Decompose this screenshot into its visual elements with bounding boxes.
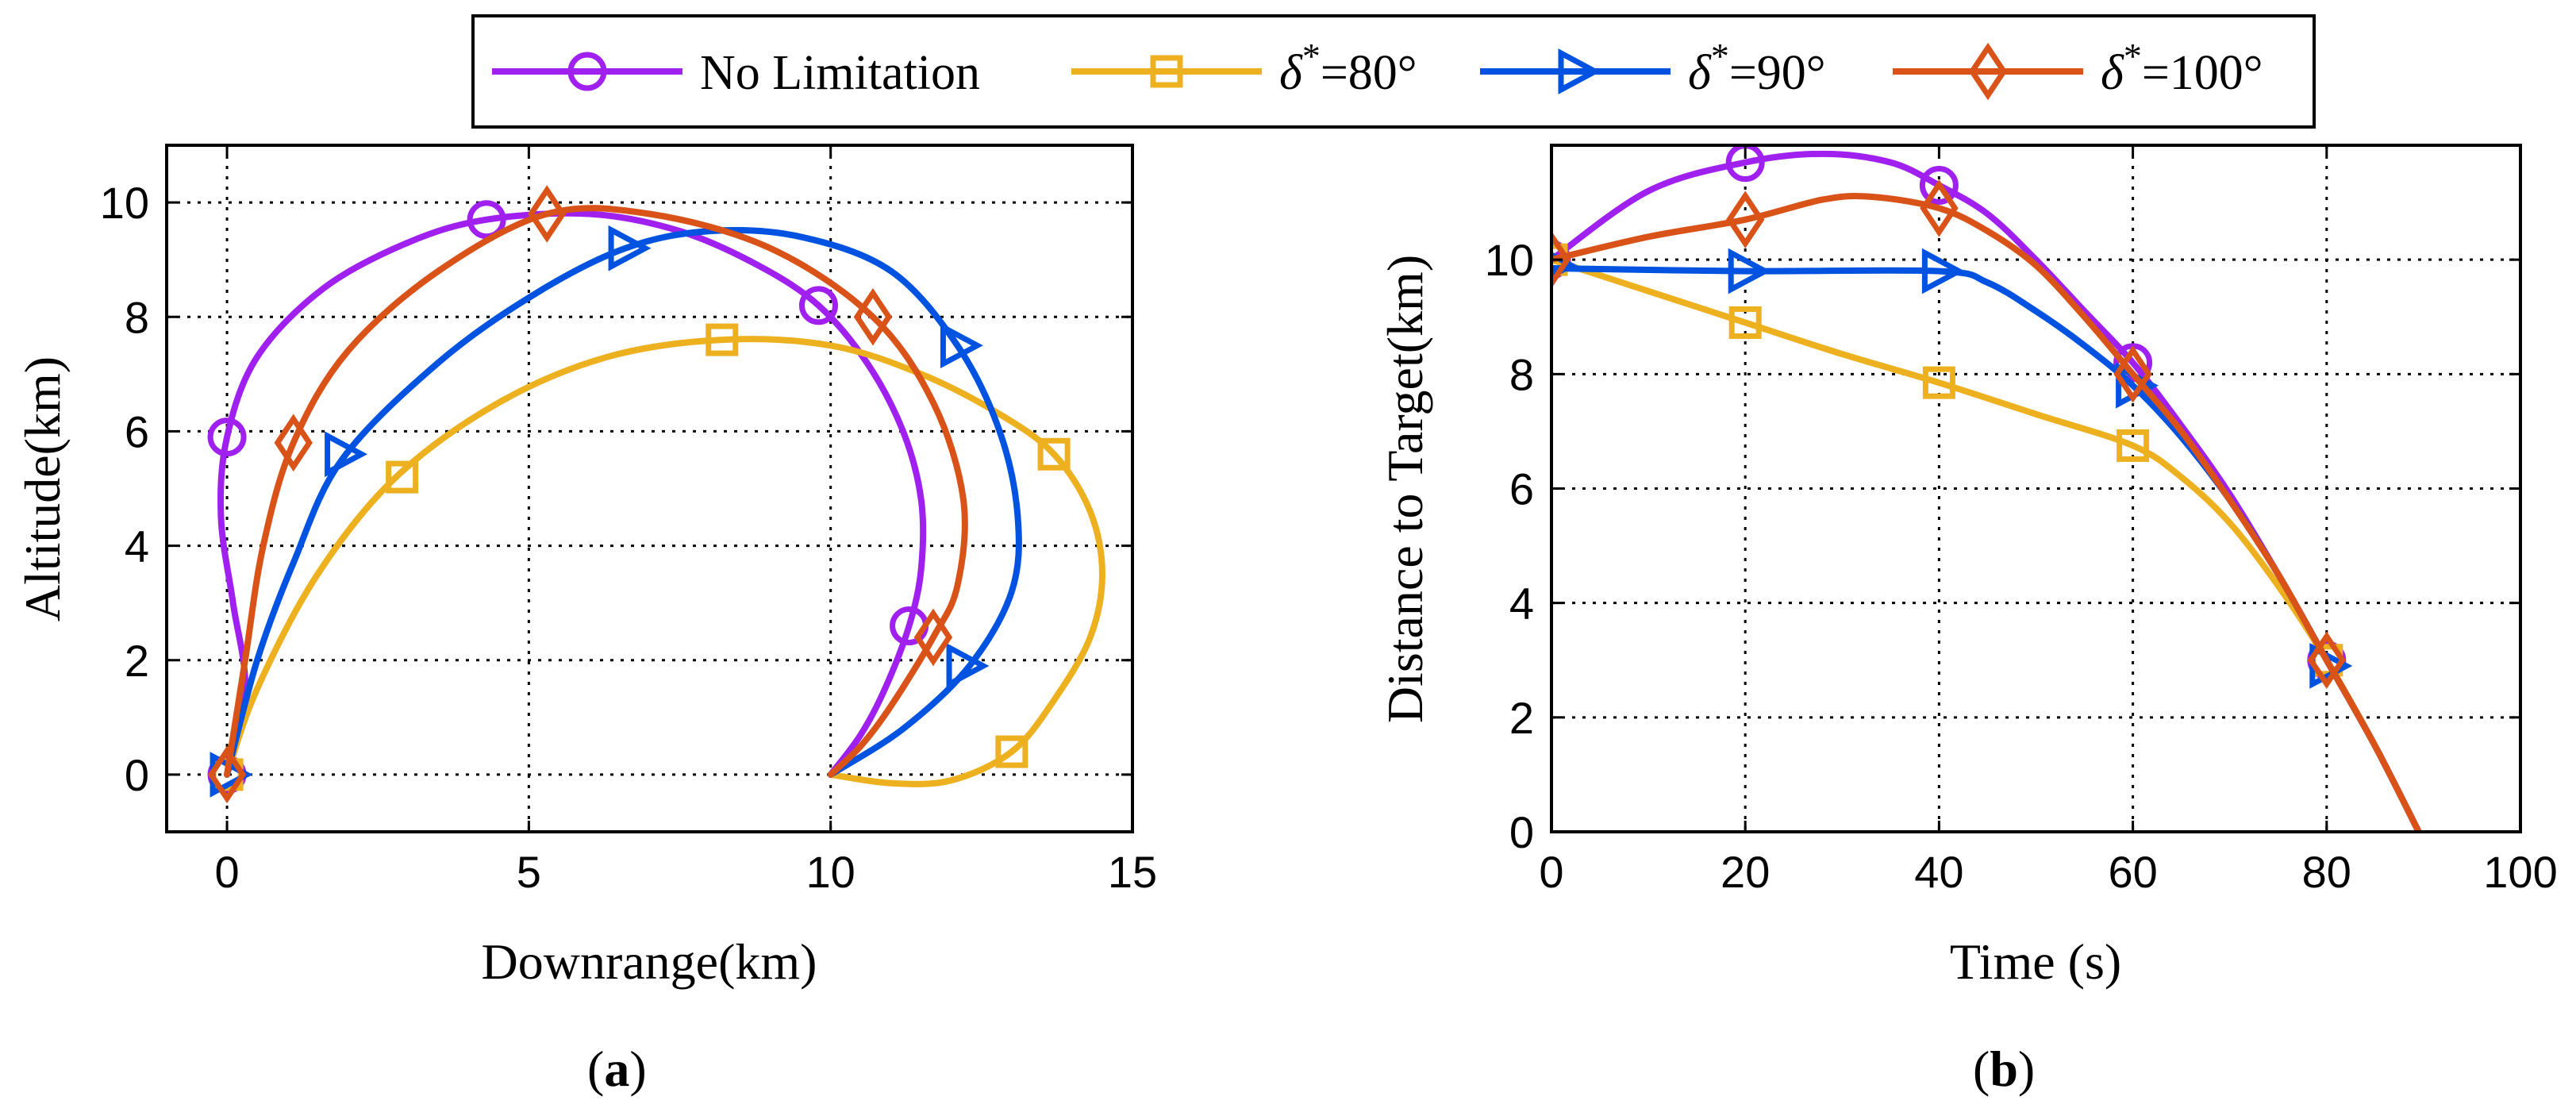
panel-b-ylabel: Distance to Target(km)	[1377, 255, 1433, 723]
legend-marker-circle-icon	[567, 52, 607, 91]
data-point-marker	[527, 185, 567, 243]
legend-marker-square-icon	[1150, 55, 1183, 88]
series-100	[207, 185, 968, 804]
x-tick-label: 10	[806, 847, 855, 897]
data-point-marker	[386, 460, 419, 494]
data-point-marker	[853, 287, 893, 346]
panel-b-grid	[1551, 145, 2520, 832]
legend-entry-80: δ*=80°	[1071, 36, 1417, 100]
series-line-100	[1551, 192, 2422, 832]
series-80	[210, 323, 1105, 791]
legend-entries: No Limitation δ*=80° δ*=90° δ*=100°	[492, 36, 2263, 101]
y-tick-label: 2	[125, 636, 149, 686]
panel-a-ylabel: Altitude(km)	[14, 356, 71, 621]
legend-label: δ*=90°	[1688, 36, 1826, 100]
series-80	[1551, 243, 2422, 832]
legend-label: δ*=100°	[2101, 36, 2263, 100]
y-tick-label: 0	[1509, 807, 1534, 857]
x-tick-label: 15	[1108, 847, 1157, 897]
legend-marker-diamond-icon	[1968, 42, 2008, 101]
data-point-marker	[1728, 248, 1771, 294]
legend-entry-100: δ*=100°	[1893, 36, 2263, 101]
data-point-marker	[1728, 306, 1762, 339]
panel-a-series	[207, 185, 1105, 804]
x-tick-label: 20	[1721, 847, 1770, 897]
y-tick-label: 8	[125, 292, 149, 342]
data-point-marker	[325, 431, 368, 478]
data-point-marker	[940, 322, 983, 369]
panel-a-xlabel: Downrange(km)	[482, 933, 817, 990]
series-line-100	[224, 205, 968, 778]
series-line-80	[224, 336, 1105, 787]
data-point-marker	[467, 200, 506, 240]
data-point-marker	[2117, 429, 2150, 462]
panel-b: 0 20 40 60 80 100 0 2 4 6 8 10 Time (s) Distance to…	[1377, 144, 2558, 1097]
panel-b-xlabel: Time (s)	[1950, 933, 2121, 990]
data-point-marker	[274, 414, 313, 472]
legend-entry-90: δ*=90°	[1480, 36, 1826, 100]
panel-a-label: (a)	[587, 1041, 647, 1097]
data-point-marker	[995, 735, 1028, 768]
series-100	[1551, 179, 2422, 832]
y-tick-label: 6	[125, 406, 149, 456]
series-line-no-limitation	[217, 210, 927, 778]
y-tick-label: 6	[1509, 464, 1534, 514]
panel-b-series	[1551, 145, 2422, 832]
panel-a-letter: a	[604, 1041, 629, 1097]
legend: No Limitation δ*=80° δ*=90° δ*=100°	[471, 14, 2316, 129]
panel-b-label: (b)	[1973, 1041, 2035, 1097]
data-point-marker	[1037, 437, 1071, 471]
series-line-90	[224, 227, 1022, 778]
data-point-marker	[2113, 345, 2152, 403]
panel-b-ticks: 0 20 40 60 80 100 0 2 4 6 8 10	[1485, 145, 2558, 897]
data-point-marker	[1922, 366, 1955, 399]
data-point-marker	[1725, 190, 1765, 249]
y-tick-label: 4	[125, 521, 149, 571]
data-point-marker	[2307, 631, 2347, 690]
y-tick-label: 0	[125, 750, 149, 800]
panel-a: 0 5 10 15 0 2 4 6 8 10 Downrange(km) Altitude(km)…	[14, 144, 1157, 1097]
series-90	[210, 225, 1022, 798]
series-90	[1551, 248, 2422, 832]
panel-a-axes-box	[165, 144, 1134, 833]
x-tick-label: 60	[2108, 847, 2157, 897]
y-tick-label: 2	[1509, 693, 1534, 743]
data-point-marker	[946, 643, 990, 689]
data-point-marker	[207, 745, 247, 804]
data-point-marker	[1921, 248, 1965, 294]
legend-label: δ*=80°	[1279, 36, 1417, 100]
x-tick-label: 100	[2483, 847, 2557, 897]
data-point-marker	[608, 225, 652, 271]
x-tick-label: 0	[1539, 847, 1563, 897]
data-point-marker	[798, 286, 838, 325]
x-tick-label: 40	[1914, 847, 1963, 897]
data-point-marker	[913, 608, 953, 667]
x-tick-label: 0	[214, 847, 239, 897]
x-tick-label: 80	[2302, 847, 2351, 897]
series-line-no-limitation	[1551, 150, 2422, 832]
series-line-80	[1551, 256, 2422, 832]
y-tick-label: 8	[1509, 349, 1534, 399]
y-tick-label: 10	[100, 178, 149, 228]
legend-label: No Limitation	[700, 46, 980, 100]
data-point-marker	[1920, 179, 1959, 237]
data-point-marker	[1551, 230, 1571, 289]
data-point-marker	[706, 323, 739, 356]
x-tick-label: 5	[517, 847, 541, 897]
panel-a-ticks: 0 5 10 15 0 2 4 6 8 10	[100, 145, 1157, 897]
series-line-90	[1551, 264, 2422, 832]
panel-b-letter: b	[1990, 1041, 2018, 1097]
legend-marker-triangle-right-icon	[1558, 48, 1601, 94]
legend-entry-no-limitation: No Limitation	[492, 46, 980, 100]
data-point-marker	[1919, 165, 1959, 205]
y-tick-label: 4	[1509, 579, 1534, 629]
y-tick-label: 10	[1485, 235, 1534, 285]
data-point-marker	[207, 417, 247, 457]
